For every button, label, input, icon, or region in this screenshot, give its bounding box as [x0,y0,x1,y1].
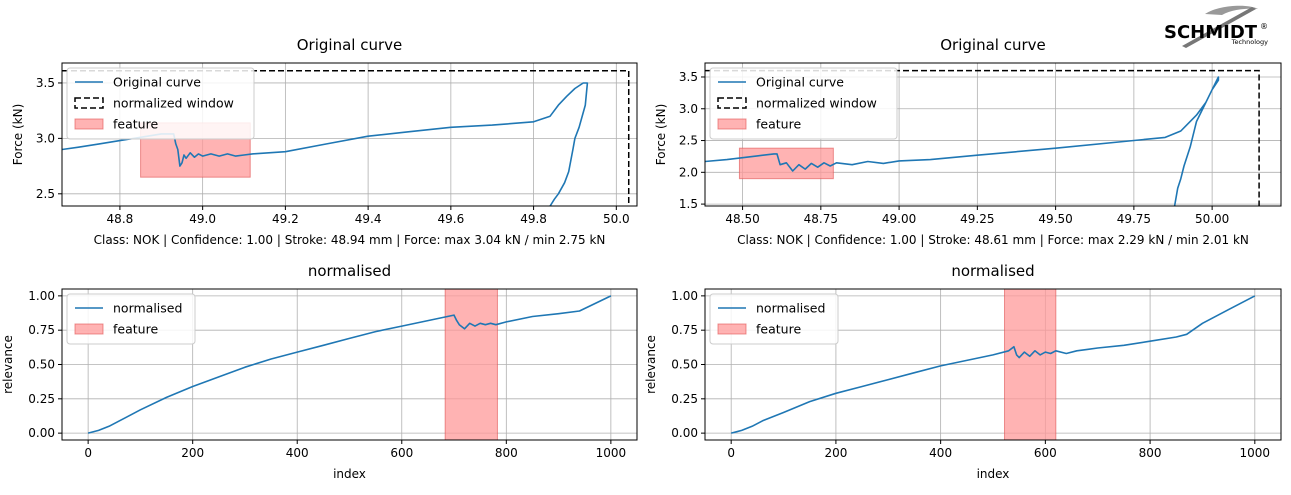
axes-frame [61,62,638,207]
y-tick-label: 0.25 [671,392,698,406]
x-tick-label: 1000 [596,446,627,460]
x-tick-label: 49.8 [520,212,547,226]
x-tick-label: 49.2 [272,212,299,226]
y-tick-label: 3.5 [36,76,55,90]
logo-tagline: Technology [1231,38,1269,46]
feature-region [444,289,498,440]
x-axis-label: index [977,467,1010,481]
x-tick-label: 600 [390,446,413,460]
x-tick-label: 800 [1139,446,1162,460]
legend-label: feature [113,117,158,132]
legend-swatch-feature [717,323,747,335]
x-tick-label: 49.75 [1117,212,1151,226]
y-tick-label: 3.0 [679,102,698,116]
legend-box [709,67,898,140]
legend-label: Original curve [113,75,201,90]
plot-area [731,289,1256,440]
chart-title: normalised [951,262,1034,280]
x-tick-label: 49.4 [355,212,382,226]
legend-box [66,67,255,140]
x-axis-label: Class: NOK | Confidence: 1.00 | Stroke: … [94,233,606,247]
y-tick-label: 0.75 [671,323,698,337]
legend-label: feature [113,322,158,337]
y-tick-label: 0.00 [671,426,698,440]
chart-title: Original curve [940,36,1046,54]
x-tick-label: 49.50 [1038,212,1072,226]
series-line [731,295,1256,434]
x-tick-label: 200 [181,446,204,460]
chart-title: Original curve [297,36,403,54]
y-axis-label: relevance [644,335,658,394]
y-tick-label: 2.5 [679,134,698,148]
legend-swatch-feature [74,118,104,130]
x-tick-label: 48.8 [107,212,134,226]
y-tick-label: 3.0 [36,131,55,145]
x-tick-label: 49.25 [960,212,994,226]
x-tick-label: 1000 [1240,446,1271,460]
legend-swatch-feature [74,323,104,335]
x-tick-label: 800 [495,446,518,460]
y-tick-label: 2.0 [679,165,698,179]
x-tick-label: 49.00 [882,212,916,226]
y-tick-label: 0.50 [28,358,55,372]
plot-area [87,289,612,440]
chart-2: 48.50 48.75 49.00 49.25 49.50 49.75 50.00 1.5 2.… [654,36,1282,247]
legend-label: normalized window [756,96,877,111]
schmidt-logo: SCHMIDT ® Technology [1164,5,1269,48]
legend-label: Original curve [756,75,844,90]
legend-label: normalized window [113,96,234,111]
y-tick-label: 0.75 [28,323,55,337]
axes-frame [704,62,1282,207]
y-tick-label: 1.5 [679,197,698,211]
legend-swatch-window [717,97,747,109]
logo-swoosh-icon [1205,5,1258,15]
logo-registered-mark: ® [1260,22,1268,31]
x-tick-label: 0 [727,446,735,460]
legend-label: normalised [113,301,182,316]
x-tick-label: 600 [1034,446,1057,460]
legend-label: feature [756,117,801,132]
x-tick-label: 0 [84,446,92,460]
y-axis-label: relevance [1,335,15,394]
feature-region [1004,289,1057,440]
x-tick-label: 48.75 [804,212,838,226]
y-axis-label: Force (kN) [654,104,668,166]
chart-1: 48.8 49.0 49.2 49.4 49.6 49.8 50.0 2.5 3.0 3.5 Ori… [11,36,638,247]
y-tick-label: 3.5 [679,70,698,84]
x-tick-label: 48.50 [725,212,759,226]
y-axis-label: Force (kN) [11,104,25,166]
x-axis-label: index [333,467,366,481]
x-tick-label: 400 [286,446,309,460]
x-tick-label: 50.0 [603,212,630,226]
legend-swatch-window [74,97,104,109]
chart-title: normalised [308,262,391,280]
logo-swoosh-line-icon [1182,7,1256,48]
legend-swatch-feature [717,118,747,130]
x-tick-label: 200 [824,446,847,460]
y-tick-label: 1.00 [671,289,698,303]
x-tick-label: 50.00 [1195,212,1229,226]
series-line [62,82,589,206]
x-tick-label: 49.0 [189,212,216,226]
y-tick-label: 2.5 [36,187,55,201]
y-tick-label: 0.25 [28,392,55,406]
y-tick-label: 1.00 [28,289,55,303]
y-tick-label: 0.00 [28,426,55,440]
chart-3: 0 200 400 600 800 1000 0.00 0.25 0.50 0.75 1.00 nor… [1,262,638,481]
plot-area [705,69,1260,206]
logo-name: SCHMIDT [1164,22,1258,43]
series-line [87,295,612,434]
x-tick-label: 400 [929,446,952,460]
x-tick-label: 49.6 [437,212,464,226]
legend-label: normalised [756,301,825,316]
legend-label: feature [756,322,801,337]
x-axis-label: Class: NOK | Confidence: 1.00 | Stroke: … [737,233,1249,247]
y-tick-label: 0.50 [671,358,698,372]
series-line [705,76,1220,206]
chart-4: 0 200 400 600 800 1000 0.00 0.25 0.50 0.75 1.00 nor… [644,262,1282,481]
